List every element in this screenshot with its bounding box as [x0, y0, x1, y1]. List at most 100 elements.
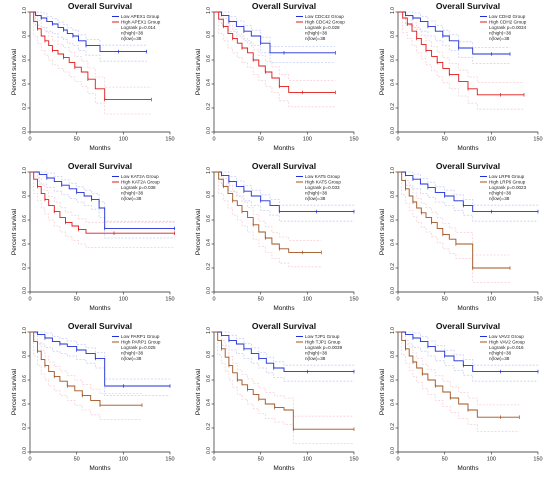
- ci-lower-low: [30, 11, 147, 62]
- y-tick-label: 0.0: [206, 127, 212, 134]
- x-tick-label: 150: [349, 137, 358, 143]
- ci-upper-high: [398, 11, 524, 83]
- y-tick-label: 0.2: [390, 423, 396, 430]
- ci-lower-high: [214, 11, 336, 108]
- x-tick-label: 0: [212, 297, 215, 303]
- y-tick-label: 0.0: [22, 127, 28, 134]
- ci-lower-high: [398, 331, 520, 432]
- ci-upper-high: [214, 11, 336, 81]
- y-tick-label: 0.2: [206, 423, 212, 430]
- km-line-high: [214, 331, 354, 430]
- x-axis-label: Months: [273, 465, 295, 472]
- legend-entry-high: High APEX1 Group: [121, 20, 161, 25]
- x-tick-label: 100: [303, 457, 312, 463]
- km-line-low: [30, 331, 170, 387]
- n-high-count: n(high)=38: [489, 191, 512, 196]
- y-tick-label: 1.0: [22, 167, 28, 174]
- ci-lower-low: [398, 11, 510, 64]
- y-axis-label: Percent survival: [379, 48, 386, 95]
- ci-lower-high: [30, 11, 152, 115]
- y-tick-label: 0.4: [390, 399, 396, 406]
- x-tick-label: 100: [487, 137, 496, 143]
- n-high-count: n(high)=38: [489, 31, 512, 36]
- km-line-high: [398, 171, 510, 269]
- y-tick-label: 0.0: [22, 447, 28, 454]
- y-tick-label: 1.0: [206, 167, 212, 174]
- x-tick-label: 50: [74, 457, 80, 463]
- x-tick-label: 50: [74, 297, 80, 303]
- x-tick-label: 50: [258, 297, 264, 303]
- ci-upper-low: [398, 11, 510, 48]
- legend-entry-low: Low CDH2 Group: [489, 14, 526, 19]
- x-tick-label: 150: [533, 297, 542, 303]
- ci-lower-high: [214, 331, 354, 444]
- x-tick-label: 100: [119, 137, 128, 143]
- km-panel-6: Overall Survival 0.0 0.2 0.4 0.6 0.8 1.0 0 50 100…: [379, 161, 543, 312]
- km-line-high: [214, 171, 322, 253]
- y-tick-label: 0.4: [390, 79, 396, 86]
- ci-upper-high: [30, 171, 175, 223]
- n-high-count: n(high)=38: [121, 31, 144, 36]
- x-axis-label: Months: [89, 465, 111, 472]
- chart-title: Overall Survival: [68, 161, 132, 171]
- logrank-p-value: Logrank p=0.033: [305, 185, 340, 190]
- x-axis-label: Months: [89, 305, 111, 312]
- y-tick-label: 0.8: [206, 31, 212, 38]
- km-panel-5: Overall Survival 0.0 0.2 0.4 0.6 0.8 1.0 0 50 100…: [195, 161, 359, 312]
- y-tick-label: 0.8: [390, 31, 396, 38]
- x-tick-label: 50: [258, 137, 264, 143]
- n-low-count: n(low)=38: [489, 36, 510, 41]
- n-low-count: n(low)=38: [305, 36, 326, 41]
- chart-title: Overall Survival: [252, 321, 316, 331]
- ci-upper-high: [30, 331, 142, 394]
- y-tick-label: 0.2: [390, 263, 396, 270]
- ci-upper-low: [214, 331, 354, 366]
- km-line-low: [398, 171, 538, 213]
- y-tick-label: 0.6: [390, 215, 396, 222]
- n-low-count: n(low)=38: [305, 356, 326, 361]
- y-tick-label: 0.2: [206, 263, 212, 270]
- legend-entry-low: Low KAT2A Group: [121, 174, 159, 179]
- legend-entry-high: High PARP1 Group: [121, 340, 161, 345]
- y-axis-label: Percent survival: [379, 208, 386, 255]
- km-line-low: [30, 11, 147, 53]
- ci-upper-low: [30, 11, 147, 46]
- x-tick-label: 0: [396, 137, 399, 143]
- chart-title: Overall Survival: [68, 1, 132, 11]
- ci-upper-low: [30, 171, 175, 222]
- legend-entry-high: High CDH2 Group: [489, 20, 527, 25]
- x-tick-label: 50: [258, 457, 264, 463]
- km-line-high: [214, 11, 336, 93]
- x-tick-label: 50: [442, 457, 448, 463]
- y-tick-label: 0.6: [22, 55, 28, 62]
- y-tick-label: 0.6: [206, 55, 212, 62]
- y-tick-label: 1.0: [22, 327, 28, 334]
- y-tick-label: 0.2: [22, 263, 28, 270]
- x-tick-label: 150: [349, 457, 358, 463]
- y-tick-label: 0.8: [390, 191, 396, 198]
- n-high-count: n(high)=38: [305, 31, 328, 36]
- logrank-p-value: Logrank p=0.0039: [305, 345, 343, 350]
- x-tick-label: 0: [212, 457, 215, 463]
- y-tick-label: 1.0: [390, 7, 396, 14]
- y-tick-label: 0.8: [206, 351, 212, 358]
- y-tick-label: 0.4: [206, 399, 212, 406]
- y-axis-label: Percent survival: [195, 368, 202, 415]
- x-tick-label: 0: [28, 297, 31, 303]
- n-high-count: n(high)=38: [121, 191, 144, 196]
- logrank-p-value: Logrank p=0.0023: [489, 185, 527, 190]
- y-tick-label: 0.0: [390, 287, 396, 294]
- y-tick-label: 1.0: [390, 167, 396, 174]
- km-panel-4: Overall Survival 0.0 0.2 0.4 0.6 0.8 1.0 0 50 100…: [11, 161, 176, 312]
- km-line-low: [214, 11, 336, 54]
- km-panel-9: Overall Survival 0.0 0.2 0.4 0.6 0.8 1.0 0 50 100…: [379, 321, 543, 472]
- x-tick-label: 100: [303, 297, 312, 303]
- y-tick-label: 1.0: [206, 327, 212, 334]
- x-tick-label: 0: [396, 457, 399, 463]
- logrank-p-value: Logrank p=0.025: [121, 345, 156, 350]
- n-high-count: n(high)=38: [305, 351, 328, 356]
- y-tick-label: 0.6: [206, 215, 212, 222]
- x-tick-label: 150: [533, 137, 542, 143]
- y-axis-label: Percent survival: [195, 48, 202, 95]
